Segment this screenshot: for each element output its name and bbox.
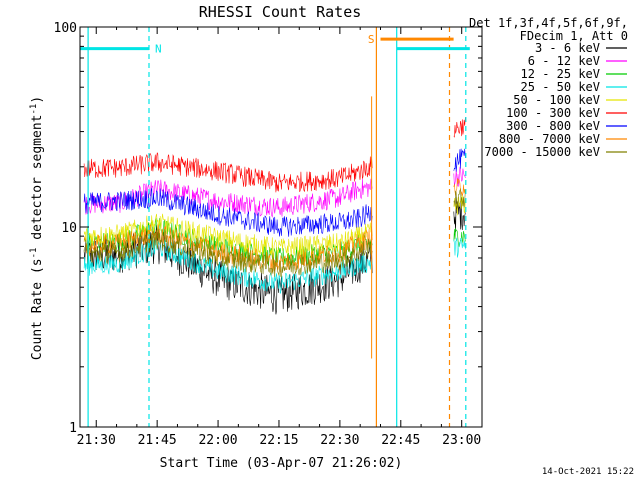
series-line-2 — [83, 166, 466, 218]
series-line-6 — [83, 117, 466, 193]
legend-label-1: 3 - 6 keV — [535, 41, 600, 55]
legend-label-2: 6 - 12 keV — [528, 54, 600, 68]
legend-header: Det 1f,3f,4f,5f,6f,9f, FDecim 1, Att 0 — [469, 16, 628, 43]
x-tick-label-7: 23:00 — [442, 433, 481, 448]
legend-label-7: 300 - 800 keV — [506, 119, 600, 133]
legend-label-6: 100 - 300 keV — [506, 106, 600, 120]
x-tick-label-4: 22:15 — [259, 433, 298, 448]
series-layer — [83, 96, 466, 359]
y-label-part-2: detector segment — [30, 115, 45, 248]
y-tick-label-2: 10 — [61, 221, 77, 236]
x-axis-label: Start Time (03-Apr-07 21:26:02) — [160, 456, 403, 471]
x-tick-label-6: 22:45 — [381, 433, 420, 448]
series-line-9 — [83, 188, 466, 278]
legend-header-line-1: Det 1f,3f,4f,5f,6f,9f, — [469, 16, 628, 30]
attenuator-markers: NS — [80, 27, 470, 427]
legend-label-9: 7000 - 15000 keV — [484, 145, 600, 159]
y-tick-label-1: 1 — [69, 421, 77, 436]
legend-header-line-2: FDecim 1, Att 0 — [520, 29, 628, 43]
y-label-sup-2: -1 — [29, 104, 39, 115]
x-tick-label-5: 22:30 — [320, 433, 359, 448]
x-tick-label-1: 21:30 — [77, 433, 116, 448]
x-tick-label-2: 21:45 — [138, 433, 177, 448]
y-label-part-3: ) — [30, 96, 45, 104]
x-tick-label-3: 22:00 — [198, 433, 237, 448]
legend-label-4: 25 - 50 keV — [521, 80, 600, 94]
series-line-3 — [83, 217, 466, 267]
y-tick-label-3: 100 — [54, 21, 77, 36]
y-label-sup-1: -1 — [29, 248, 39, 259]
annotation-label-2: S — [368, 33, 375, 46]
y-label-part-1: Count Rate (s — [30, 258, 45, 360]
series-line-7 — [83, 148, 466, 237]
series-line-4 — [83, 236, 466, 294]
legend-label-8: 800 - 7000 keV — [499, 132, 600, 146]
y-axis-label: Count Rate (s-1 detector segment-1) — [29, 96, 45, 360]
chart-title: RHESSI Count Rates — [199, 3, 362, 21]
legend-label-3: 12 - 25 keV — [521, 67, 600, 81]
footer-timestamp: 14-Oct-2021 15:22 — [542, 467, 634, 477]
annotation-label-1: N — [155, 43, 162, 56]
legend-label-5: 50 - 100 keV — [513, 93, 600, 107]
axes: 21:30 21:45 22:00 22:15 22:30 22:45 23:00 1 10 10… — [54, 21, 483, 448]
